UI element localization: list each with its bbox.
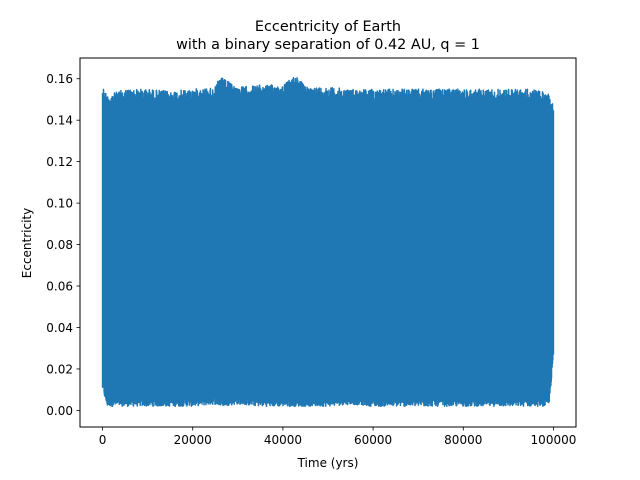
y-tick-label: 0.14 (46, 114, 73, 128)
y-axis: 0.00 0.02 0.04 0.06 0.08 0.10 0.12 0.14 0.16 (46, 72, 80, 418)
x-tick-label: 0 (99, 433, 107, 447)
plot-area (101, 76, 555, 408)
x-tick-label: 20000 (174, 433, 212, 447)
y-tick-label: 0.12 (46, 155, 73, 169)
y-tick-label: 0.06 (46, 280, 73, 294)
x-axis: 0 20000 40000 60000 80000 100000 (99, 427, 577, 447)
y-tick-label: 0.04 (46, 321, 73, 335)
x-axis-label: Time (yrs) (297, 456, 359, 470)
y-tick-label: 0.02 (46, 362, 73, 376)
chart-subtitle: with a binary separation of 0.42 AU, q =… (176, 37, 480, 53)
y-tick-label: 0.16 (46, 72, 73, 86)
chart-title: Eccentricity of Earth (255, 19, 401, 35)
x-tick-label: 100000 (531, 433, 577, 447)
x-tick-label: 60000 (354, 433, 392, 447)
series-line (101, 76, 555, 408)
x-tick-label: 80000 (444, 433, 482, 447)
axes-frame (79, 57, 577, 428)
x-tick-label: 40000 (264, 433, 302, 447)
y-tick-label: 0.10 (46, 197, 73, 211)
y-tick-label: 0.00 (46, 404, 73, 418)
y-tick-label: 0.08 (46, 238, 73, 252)
y-axis-label: Eccentricity (20, 208, 34, 278)
